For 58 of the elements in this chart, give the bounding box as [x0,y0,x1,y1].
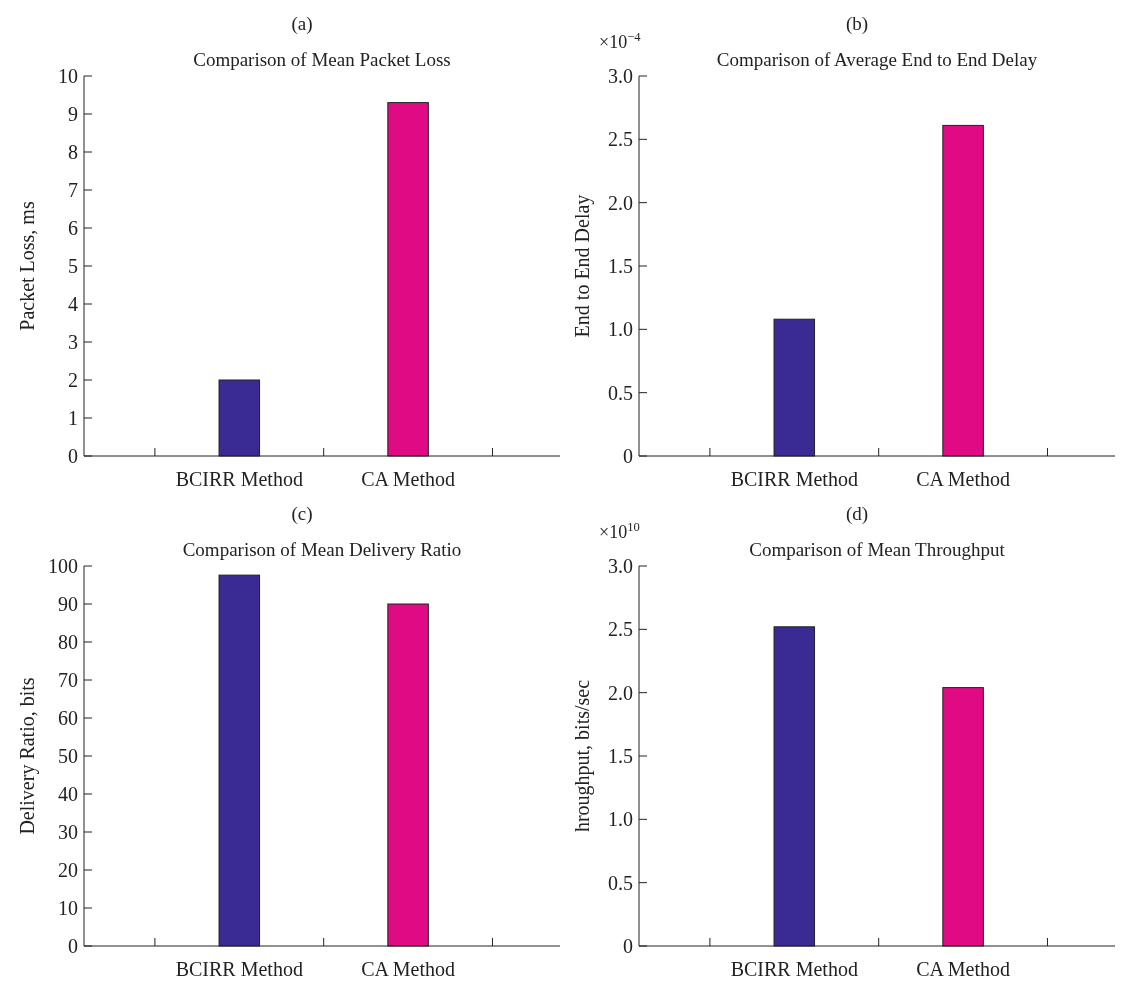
y-tick-label: 2 [68,369,78,391]
y-tick-label: 9 [68,103,78,125]
y-tick-label: 0.5 [608,381,633,404]
y-tick-label: 10 [58,897,78,919]
y-axis-title: End to End Delay [571,194,594,338]
x-tick-label: CA Method [916,468,1011,490]
y-tick-label: 20 [58,859,78,881]
y-tick-label: 30 [58,821,78,843]
y-tick-label: 50 [58,745,78,767]
x-tick-label: CA Method [361,958,456,980]
chart-title: (c) [291,503,313,525]
y-tick-label: 100 [48,555,78,577]
chart-title: (d) [845,503,869,525]
text: ×10$^{10}$ [599,520,640,542]
y-tick-label: 70 [58,669,78,691]
chart-subtitle: Comparison of Mean Delivery Ratio [182,539,462,560]
chart-subtitle: Comparison of Mean Throughput [749,539,1006,560]
y-tick-label: 2.5 [608,618,633,641]
y-tick-label: 2.5 [608,128,633,151]
text: ×10$^{−4}$ [599,30,642,52]
y-tick-label: 0 [68,445,78,467]
y-tick-label: 10 [58,65,78,87]
y-axis-title: Packet Loss, ms [16,201,38,331]
x-tick-label: CA Method [361,468,456,490]
y-tick-label: 1.5 [608,745,633,767]
x-tick-label: BCIRR Method [730,468,858,490]
y-tick-label: 7 [68,179,78,201]
chart-title: (a) [291,13,313,35]
y-tick-label: 3.0 [608,65,633,87]
y-tick-label: 1 [68,407,78,429]
y-tick-label: 80 [58,631,78,653]
y-tick-label: 1.5 [608,255,633,277]
chart-title: (b) [845,13,869,35]
y-tick-label: 4 [68,293,78,315]
y-tick-label: 3.0 [608,555,633,577]
y-tick-label: 6 [68,217,78,239]
y-axis-title: hroughput, bits/sec [571,679,594,833]
chart-subtitle: Comparison of Mean Packet Loss [193,49,451,70]
y-tick-label: 0 [623,445,633,467]
y-tick-label: 3 [68,331,78,353]
y-tick-label: 8 [68,141,78,163]
y-tick-label: 1.0 [608,318,633,341]
y-tick-label: 2.0 [608,681,633,704]
y-tick-label: 40 [58,783,78,805]
y-tick-label: 60 [58,707,78,729]
x-tick-label: BCIRR Method [175,468,303,490]
x-tick-label: CA Method [916,958,1011,980]
chart-subtitle: Comparison of Average End to End Delay [716,49,1038,70]
y-tick-label: 0 [68,935,78,957]
y-tick-label: 0.5 [608,871,633,894]
y-tick-label: 5 [68,255,78,277]
y-tick-label: 0 [623,935,633,957]
y-axis-title: Delivery Ratio, bits [16,677,39,835]
y-tick-label: 90 [58,593,78,615]
x-tick-label: BCIRR Method [175,958,303,980]
x-tick-label: BCIRR Method [730,958,858,980]
y-tick-label: 2.0 [608,191,633,214]
y-tick-label: 1.0 [608,808,633,831]
